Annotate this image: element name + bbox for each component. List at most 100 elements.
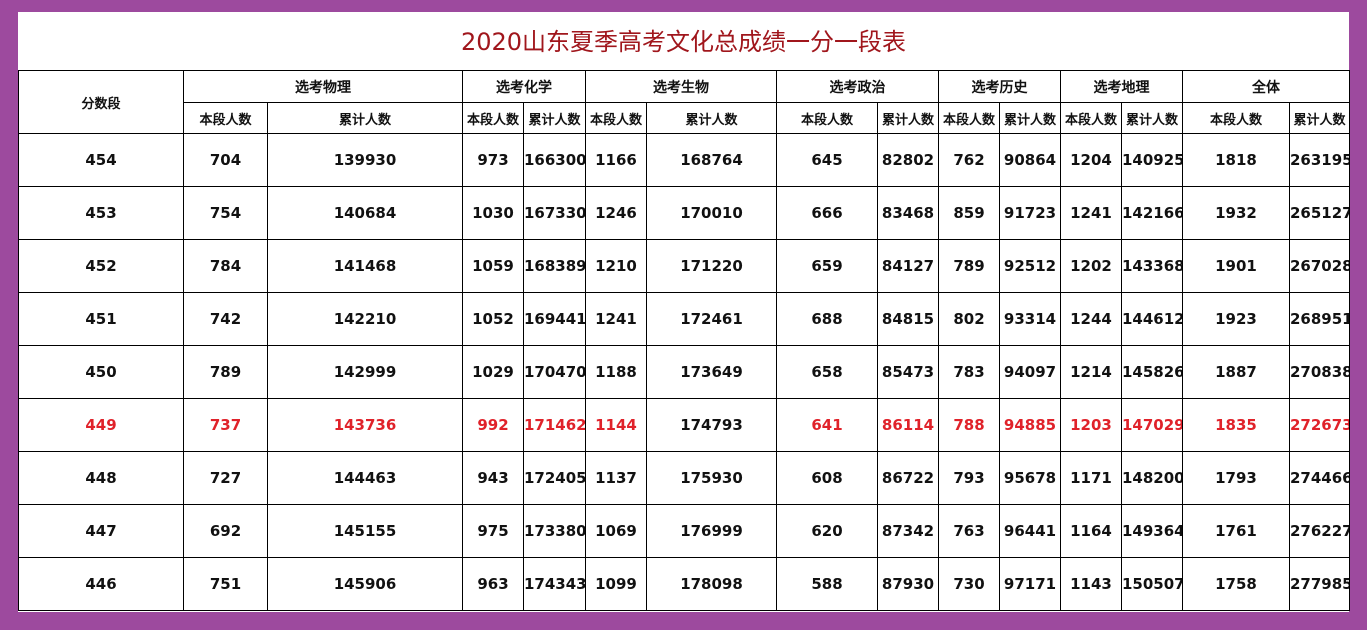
subheader: 累计人数 bbox=[1121, 102, 1183, 134]
count-cell: 84815 bbox=[877, 292, 939, 346]
count-cell: 1059 bbox=[462, 239, 524, 293]
count-cell: 704 bbox=[183, 133, 268, 187]
count-cell: 1887 bbox=[1182, 345, 1290, 399]
count-cell: 170010 bbox=[646, 186, 777, 240]
count-cell: 751 bbox=[183, 557, 268, 611]
subheader: 累计人数 bbox=[877, 102, 939, 134]
count-cell: 268951 bbox=[1289, 292, 1350, 346]
count-cell: 641 bbox=[776, 398, 878, 452]
count-cell: 1210 bbox=[585, 239, 647, 293]
count-cell: 1137 bbox=[585, 451, 647, 505]
count-cell: 150507 bbox=[1121, 557, 1183, 611]
subheader-row: 本段人数 累计人数 本段人数 累计人数 本段人数 累计人数 本段人数 累计人数 本段人数 累计人数… bbox=[19, 102, 1350, 134]
count-cell: 727 bbox=[183, 451, 268, 505]
count-cell: 143368 bbox=[1121, 239, 1183, 293]
count-cell: 276227 bbox=[1289, 504, 1350, 558]
count-cell: 1171 bbox=[1060, 451, 1122, 505]
count-cell: 149364 bbox=[1121, 504, 1183, 558]
count-cell: 265127 bbox=[1289, 186, 1350, 240]
data-row: 451 742 142210 1052 169441 1241 172461 688 84815… bbox=[18, 292, 1350, 346]
data-row: 446 751 145906 963 174343 1099 178098 588 87930 7… bbox=[18, 557, 1350, 611]
count-cell: 172461 bbox=[646, 292, 777, 346]
subheader: 本段人数 bbox=[1182, 102, 1290, 134]
score-cell: 450 bbox=[18, 345, 184, 399]
count-cell: 277985 bbox=[1289, 557, 1350, 611]
count-cell: 170470 bbox=[523, 345, 586, 399]
count-cell: 1835 bbox=[1182, 398, 1290, 452]
subheader: 本段人数 bbox=[585, 102, 647, 134]
count-cell: 666 bbox=[776, 186, 878, 240]
subheader: 累计人数 bbox=[523, 102, 586, 134]
count-cell: 1246 bbox=[585, 186, 647, 240]
count-cell: 83468 bbox=[877, 186, 939, 240]
count-cell: 171220 bbox=[646, 239, 777, 293]
count-cell: 87930 bbox=[877, 557, 939, 611]
count-cell: 1923 bbox=[1182, 292, 1290, 346]
count-cell: 742 bbox=[183, 292, 268, 346]
count-cell: 659 bbox=[776, 239, 878, 293]
count-cell: 167330 bbox=[523, 186, 586, 240]
count-cell: 737 bbox=[183, 398, 268, 452]
header-row: 分数段 选考物理 选考化学 选考生物 选考政治 选考历史 选考地理 全体 bbox=[18, 70, 1350, 134]
count-cell: 1029 bbox=[462, 345, 524, 399]
count-cell: 1143 bbox=[1060, 557, 1122, 611]
count-cell: 645 bbox=[776, 133, 878, 187]
data-row: 454 704 139930 973 166300 1166 168764 645 82802 7… bbox=[18, 133, 1350, 187]
count-cell: 973 bbox=[462, 133, 524, 187]
count-cell: 141468 bbox=[267, 239, 463, 293]
count-cell: 588 bbox=[776, 557, 878, 611]
count-cell: 140925 bbox=[1121, 133, 1183, 187]
count-cell: 1164 bbox=[1060, 504, 1122, 558]
group-header: 选考化学 bbox=[462, 70, 586, 103]
count-cell: 143736 bbox=[267, 398, 463, 452]
score-cell: 446 bbox=[18, 557, 184, 611]
subheader: 本段人数 bbox=[183, 102, 268, 134]
count-cell: 1901 bbox=[1182, 239, 1290, 293]
count-cell: 174793 bbox=[646, 398, 777, 452]
title: 2020山东夏季高考文化总成绩一分一段表 bbox=[460, 28, 907, 56]
count-cell: 730 bbox=[938, 557, 1000, 611]
count-cell: 178098 bbox=[646, 557, 777, 611]
count-cell: 1052 bbox=[462, 292, 524, 346]
count-cell: 802 bbox=[938, 292, 1000, 346]
score-cell: 451 bbox=[18, 292, 184, 346]
group-header: 选考物理 bbox=[183, 70, 463, 103]
count-cell: 85473 bbox=[877, 345, 939, 399]
count-cell: 963 bbox=[462, 557, 524, 611]
count-cell: 1099 bbox=[585, 557, 647, 611]
count-cell: 1818 bbox=[1182, 133, 1290, 187]
count-cell: 688 bbox=[776, 292, 878, 346]
count-cell: 1758 bbox=[1182, 557, 1290, 611]
group-header: 选考历史 bbox=[938, 70, 1061, 103]
count-cell: 270838 bbox=[1289, 345, 1350, 399]
count-cell: 975 bbox=[462, 504, 524, 558]
count-cell: 94885 bbox=[999, 398, 1061, 452]
count-cell: 992 bbox=[462, 398, 524, 452]
subheader: 累计人数 bbox=[999, 102, 1061, 134]
group-header: 选考地理 bbox=[1060, 70, 1183, 103]
sheet: 2020山东夏季高考文化总成绩一分一段表 分数段 选考物理 选考化学 选考生物 选考政治… bbox=[18, 12, 1350, 612]
subheader: 本段人数 bbox=[938, 102, 1000, 134]
subheader: 本段人数 bbox=[776, 102, 878, 134]
data-row: 449 737 143736 992 171462 1144 174793 641 86114 7… bbox=[18, 398, 1350, 452]
count-cell: 86722 bbox=[877, 451, 939, 505]
count-cell: 608 bbox=[776, 451, 878, 505]
count-cell: 1188 bbox=[585, 345, 647, 399]
subheader: 本段人数 bbox=[1060, 102, 1122, 134]
count-cell: 1203 bbox=[1060, 398, 1122, 452]
score-cell: 447 bbox=[18, 504, 184, 558]
count-cell: 145826 bbox=[1121, 345, 1183, 399]
count-cell: 263195 bbox=[1289, 133, 1350, 187]
count-cell: 267028 bbox=[1289, 239, 1350, 293]
count-cell: 1214 bbox=[1060, 345, 1122, 399]
count-cell: 94097 bbox=[999, 345, 1061, 399]
group-header: 选考政治 bbox=[776, 70, 939, 103]
count-cell: 1144 bbox=[585, 398, 647, 452]
count-cell: 859 bbox=[938, 186, 1000, 240]
count-cell: 168389 bbox=[523, 239, 586, 293]
score-cell: 448 bbox=[18, 451, 184, 505]
subheader: 累计人数 bbox=[267, 102, 463, 134]
count-cell: 145155 bbox=[267, 504, 463, 558]
count-cell: 82802 bbox=[877, 133, 939, 187]
count-cell: 1241 bbox=[585, 292, 647, 346]
